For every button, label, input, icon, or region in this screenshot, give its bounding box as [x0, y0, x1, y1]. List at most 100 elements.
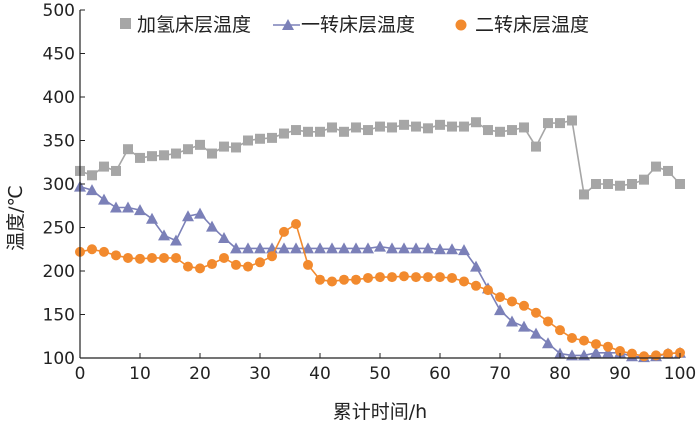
data-point-circle [639, 351, 649, 362]
axes: 100 150 200 250 300 350 400 450 500 0 10 20 30 40 50 60… [43, 1, 697, 384]
x-tick-label: 0 [75, 364, 86, 384]
y-tick-label: 100 [43, 349, 75, 369]
data-point-triangle [350, 242, 362, 254]
data-point-circle [591, 339, 601, 350]
data-point-triangle [122, 201, 134, 213]
data-point-triangle [218, 231, 230, 243]
data-point-square [531, 141, 541, 152]
data-point-triangle [542, 337, 554, 349]
x-tick-label: 70 [489, 364, 511, 384]
data-point-triangle [374, 240, 386, 252]
data-point-circle [411, 272, 421, 283]
data-point-circle [135, 253, 145, 264]
series-line [79, 119, 681, 196]
data-point-square [87, 170, 97, 181]
data-point-circle [435, 272, 445, 283]
data-point-square [147, 151, 157, 162]
data-point-square [327, 122, 337, 133]
data-point-square [315, 126, 325, 137]
data-point-circle [303, 259, 313, 270]
data-point-square [471, 117, 481, 128]
data-point-square [399, 119, 409, 130]
data-point-circle [231, 259, 241, 270]
data-point-square [519, 122, 529, 133]
data-point-triangle [410, 242, 422, 254]
data-point-square [183, 144, 193, 155]
data-point-triangle [194, 207, 206, 219]
data-point-square [639, 174, 649, 185]
x-tick-label: 30 [249, 364, 271, 384]
data-point-triangle [170, 234, 182, 246]
data-point-circle [423, 272, 433, 283]
data-point-square [339, 126, 349, 137]
data-point-square [495, 126, 505, 137]
data-point-circle [327, 276, 337, 287]
data-point-square [207, 148, 217, 159]
data-point-triangle [146, 212, 158, 224]
data-point-triangle [302, 242, 314, 254]
data-point-triangle [518, 320, 530, 332]
data-point-circle [219, 252, 229, 263]
data-point-triangle [290, 242, 302, 254]
legend-item-second-conversion: 二转床层温度 [455, 14, 589, 36]
data-point-triangle [530, 327, 542, 339]
x-tick-label: 60 [429, 364, 451, 384]
data-point-circle [579, 335, 589, 346]
y-axis-title: 温度/℃ [5, 185, 27, 251]
data-point-square [567, 115, 577, 126]
x-tick-label: 80 [549, 364, 571, 384]
data-point-circle [651, 350, 661, 361]
data-point-triangle [278, 242, 290, 254]
data-point-circle [471, 280, 481, 291]
legend-label-hydrogenation: 加氢床层温度 [137, 14, 251, 36]
data-point-circle [267, 251, 277, 262]
data-point-square [663, 165, 673, 176]
data-point-triangle [506, 315, 518, 327]
data-point-square [303, 126, 313, 137]
data-point-circle [123, 252, 133, 263]
data-point-triangle [326, 242, 338, 254]
data-point-triangle [182, 210, 194, 222]
x-tick-label: 20 [189, 364, 211, 384]
data-point-square [291, 125, 301, 136]
y-tick-label: 500 [43, 1, 75, 21]
data-point-square [195, 139, 205, 150]
data-point-circle [243, 261, 253, 272]
data-point-circle [483, 285, 493, 296]
series-layer [74, 115, 686, 363]
x-axis-title: 累计时间/h [333, 401, 427, 423]
data-point-square [555, 118, 565, 129]
y-tick-label: 400 [43, 88, 75, 108]
series-1 [74, 180, 686, 363]
data-point-circle [495, 292, 505, 303]
data-point-triangle [386, 242, 398, 254]
data-point-square [375, 121, 385, 132]
data-point-triangle [110, 201, 122, 213]
data-point-square [615, 180, 625, 191]
data-point-square [267, 132, 277, 143]
data-point-square [123, 144, 133, 155]
data-point-circle [99, 246, 109, 257]
data-point-triangle [98, 193, 110, 205]
legend-item-first-conversion: 一转床层温度 [273, 14, 415, 36]
data-point-triangle [602, 346, 614, 358]
data-point-triangle [590, 346, 602, 358]
data-point-circle [207, 259, 217, 270]
legend-item-hydrogenation: 加氢床层温度 [120, 14, 251, 36]
data-point-circle [291, 219, 301, 230]
data-point-square [507, 125, 517, 136]
y-tick-label: 150 [43, 306, 75, 326]
data-point-square [159, 150, 169, 161]
data-point-circle [555, 325, 565, 336]
data-point-circle [615, 346, 625, 357]
data-point-square [231, 142, 241, 153]
data-point-square [459, 121, 469, 132]
data-point-circle [195, 263, 205, 274]
data-point-square [627, 179, 637, 189]
data-point-square [675, 179, 685, 189]
data-point-square [219, 141, 229, 152]
data-point-circle [255, 257, 265, 268]
data-point-square [651, 161, 661, 172]
legend-triangle-marker [282, 19, 294, 30]
y-tick-label: 450 [43, 45, 75, 65]
